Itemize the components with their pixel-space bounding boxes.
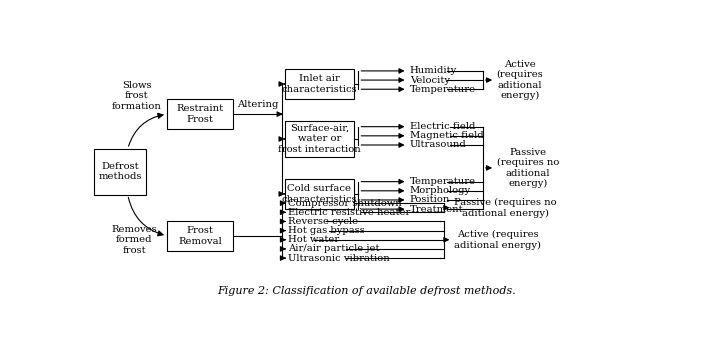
FancyBboxPatch shape	[94, 149, 146, 194]
Text: Hot gas bypass: Hot gas bypass	[287, 226, 365, 235]
Text: Passive (requires no
aditional energy): Passive (requires no aditional energy)	[454, 198, 556, 218]
Text: Magnetic field: Magnetic field	[410, 131, 483, 140]
FancyBboxPatch shape	[285, 179, 354, 209]
Text: Active (requires
aditional energy): Active (requires aditional energy)	[454, 230, 541, 250]
Text: Ultrasonic vibration: Ultrasonic vibration	[287, 254, 390, 262]
Text: Figure 2: Classification of available defrost methods.: Figure 2: Classification of available de…	[217, 286, 516, 296]
Text: Active
(requires
aditional
energy): Active (requires aditional energy)	[497, 60, 543, 100]
FancyBboxPatch shape	[167, 99, 233, 129]
FancyBboxPatch shape	[167, 221, 233, 251]
Text: Humidity: Humidity	[410, 66, 457, 75]
Text: Inlet air
characteristics: Inlet air characteristics	[282, 74, 358, 94]
Text: Passive
(requires no
aditional
energy): Passive (requires no aditional energy)	[497, 148, 559, 188]
FancyBboxPatch shape	[285, 69, 354, 99]
Text: Restraint
Frost: Restraint Frost	[177, 104, 224, 124]
Text: Slows
frost
formation: Slows frost formation	[112, 81, 162, 111]
Text: Velocity: Velocity	[410, 75, 450, 85]
Text: Defrost
methods: Defrost methods	[98, 162, 142, 182]
Text: Electric resistive heater: Electric resistive heater	[287, 208, 410, 217]
Text: Treatment: Treatment	[410, 205, 463, 214]
Text: Altering: Altering	[237, 100, 278, 109]
Text: Removes
formed
frost: Removes formed frost	[112, 225, 157, 255]
Text: Electric field: Electric field	[410, 122, 475, 131]
Text: Surface-air,
water or
frost interaction: Surface-air, water or frost interaction	[278, 124, 360, 154]
Text: Compressor shutdown: Compressor shutdown	[287, 199, 402, 208]
Text: Ultrasound: Ultrasound	[410, 140, 466, 150]
Text: Frost
Removal: Frost Removal	[178, 226, 222, 245]
Text: Position: Position	[410, 195, 450, 204]
Text: Cold surface
characteristics: Cold surface characteristics	[282, 184, 358, 204]
Text: Morphology: Morphology	[410, 186, 470, 195]
Text: Temperature: Temperature	[410, 85, 475, 94]
FancyBboxPatch shape	[285, 121, 354, 157]
Text: Temperature: Temperature	[410, 177, 475, 186]
Text: Reverse cycle: Reverse cycle	[287, 217, 358, 226]
Text: Air/air particle jet: Air/air particle jet	[287, 244, 379, 253]
Text: Hot water: Hot water	[287, 235, 339, 244]
